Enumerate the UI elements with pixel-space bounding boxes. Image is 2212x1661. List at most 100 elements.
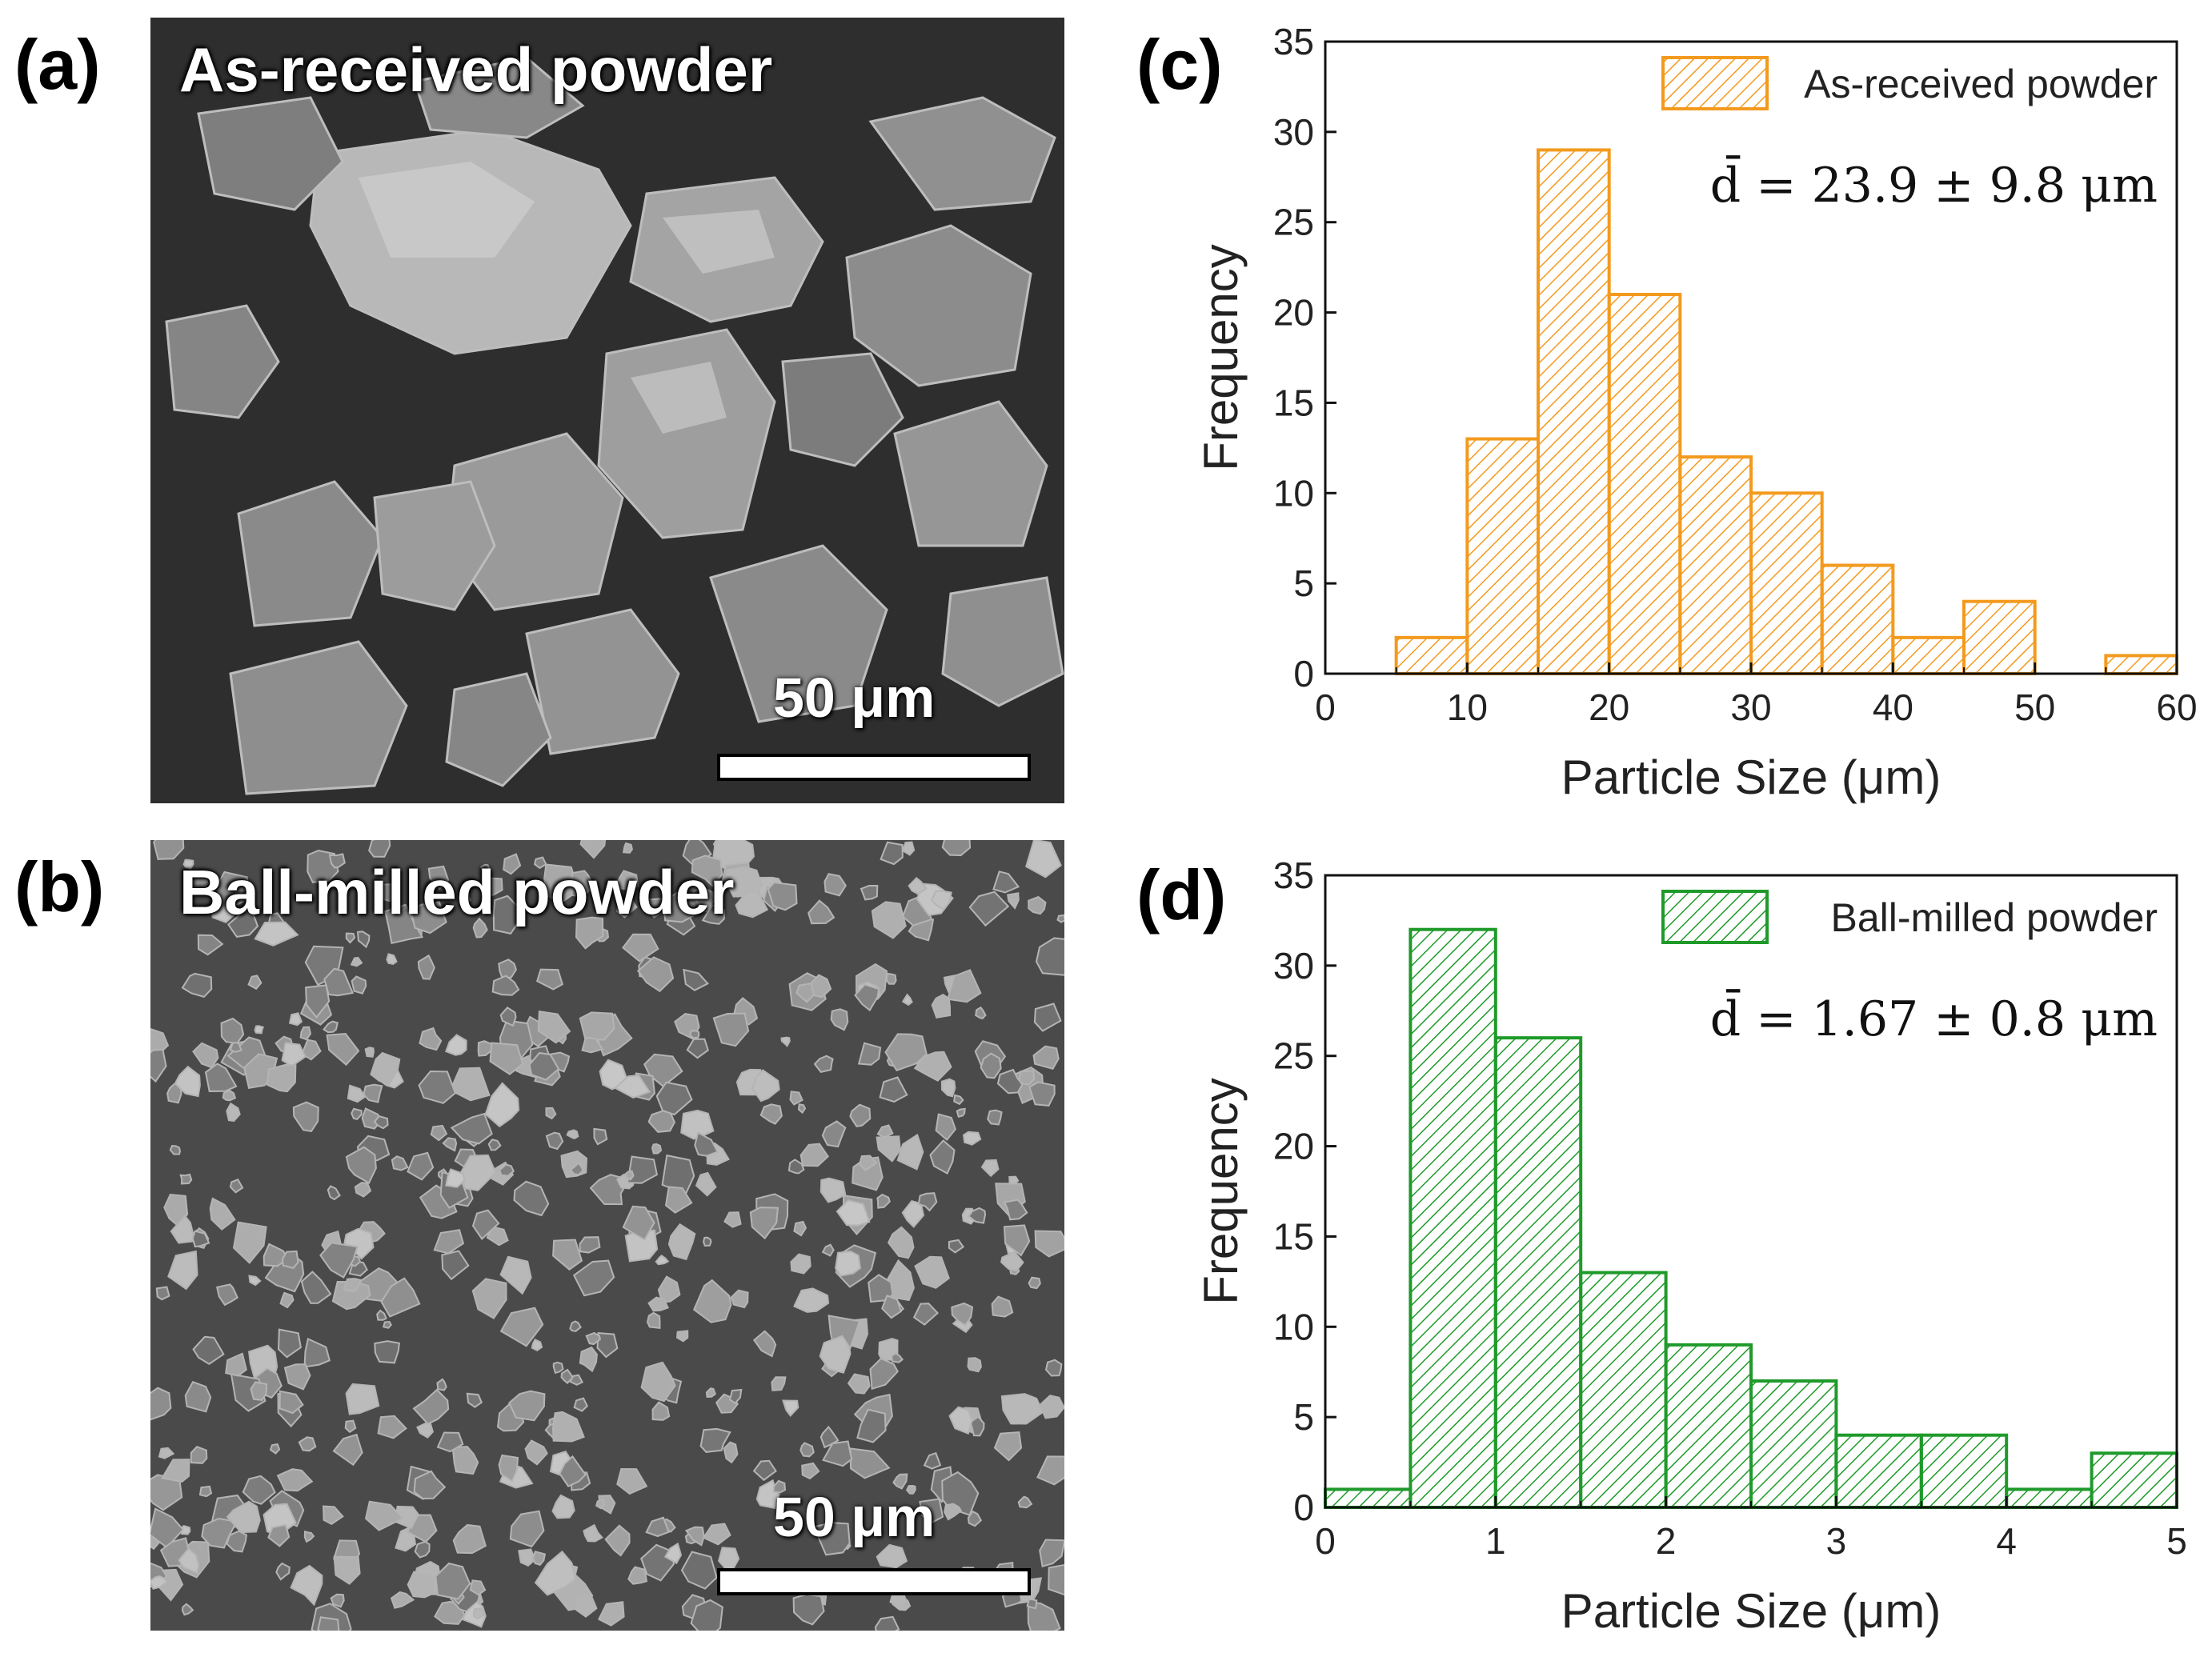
particle [947, 969, 982, 1003]
particle [178, 1547, 200, 1575]
particle [819, 1425, 840, 1449]
particle [771, 1376, 787, 1391]
particle [822, 1440, 853, 1467]
particle [663, 1542, 683, 1564]
particle [694, 1131, 719, 1157]
particle [987, 1109, 1003, 1126]
particle [914, 1255, 950, 1289]
particle [491, 975, 520, 996]
y-tick-label: 20 [1273, 1126, 1314, 1167]
particle [305, 984, 331, 1019]
particle [723, 1441, 739, 1464]
particle [1039, 1539, 1064, 1567]
y-tick-label: 15 [1273, 382, 1314, 423]
particle [930, 890, 952, 911]
sem-title-ball-milled: Ball-milled powder [179, 857, 735, 927]
particle [1017, 1495, 1033, 1509]
particle [531, 1550, 547, 1567]
particle [871, 901, 907, 939]
particle [283, 1363, 311, 1391]
particle [615, 899, 638, 919]
particle [430, 1124, 448, 1142]
particle [499, 1307, 544, 1347]
particle [795, 982, 815, 1003]
y-tick-label: 25 [1273, 1035, 1314, 1077]
particle [150, 1387, 172, 1421]
particle [917, 1192, 938, 1212]
particle [1027, 1601, 1061, 1631]
particle [480, 863, 491, 874]
particle [250, 1381, 268, 1401]
particle [884, 1033, 928, 1072]
histogram-bar [1493, 1036, 1583, 1509]
particle [891, 1352, 904, 1363]
particle [301, 1039, 322, 1061]
legend-swatch [1661, 56, 1769, 110]
particle [551, 1411, 585, 1443]
particle [790, 1253, 811, 1275]
particle [948, 1406, 973, 1435]
legend-swatch [1661, 890, 1769, 944]
particle [330, 1593, 345, 1608]
particle [1000, 1393, 1044, 1425]
particle [627, 1155, 659, 1184]
histogram-bar [1678, 455, 1753, 676]
particle [472, 1607, 486, 1620]
particle [813, 1522, 851, 1556]
particle [407, 1571, 436, 1599]
particle [552, 1361, 564, 1375]
particle [622, 1205, 655, 1241]
particle [941, 840, 972, 857]
particle [869, 1357, 900, 1391]
particle [1025, 840, 1062, 879]
particle [209, 1197, 236, 1231]
particle [1048, 1563, 1064, 1596]
x-tick-label: 3 [1826, 1520, 1847, 1562]
particle [303, 1531, 315, 1543]
particle [569, 1320, 582, 1332]
particle [226, 1500, 261, 1534]
particle [996, 1068, 1024, 1095]
particle [1026, 1598, 1038, 1610]
scale-bar-a [717, 754, 1031, 781]
particle [797, 1103, 807, 1115]
panel-label-c: (c) [1136, 25, 1223, 104]
histogram-bar [1465, 437, 1541, 675]
particle [856, 1408, 887, 1443]
particle [821, 1120, 847, 1148]
particle [299, 1026, 312, 1041]
particle [197, 934, 224, 956]
particle [226, 910, 259, 938]
particle [158, 1447, 175, 1459]
particle [319, 1242, 359, 1279]
particle [1028, 1081, 1056, 1107]
particle [728, 1388, 743, 1405]
particle [533, 856, 547, 870]
particle [292, 1101, 319, 1132]
particle [1033, 1003, 1062, 1032]
particle [712, 1012, 750, 1047]
y-tick-label: 10 [1273, 1306, 1314, 1347]
particle [847, 1373, 871, 1395]
particle [487, 1139, 502, 1151]
particle [380, 1277, 421, 1318]
particle [991, 1295, 1014, 1318]
particle [213, 871, 251, 909]
histogram-bar [1891, 635, 1966, 675]
particle [427, 865, 450, 891]
particle [655, 1081, 693, 1116]
particle [819, 1335, 852, 1374]
particle [975, 1006, 987, 1020]
particle [585, 1331, 602, 1346]
particle [484, 1082, 520, 1128]
particle [573, 1397, 589, 1412]
particle [323, 1505, 344, 1525]
particle [1039, 1395, 1064, 1419]
particle [787, 1159, 805, 1175]
particle [492, 895, 525, 935]
histogram-as-received: 0 10 20 30 40 50 60 0 5 10 15 20 25 30 35 Particle Size… [1194, 21, 2198, 804]
particle [356, 931, 371, 949]
particle [780, 1036, 791, 1047]
particle [627, 1566, 648, 1585]
